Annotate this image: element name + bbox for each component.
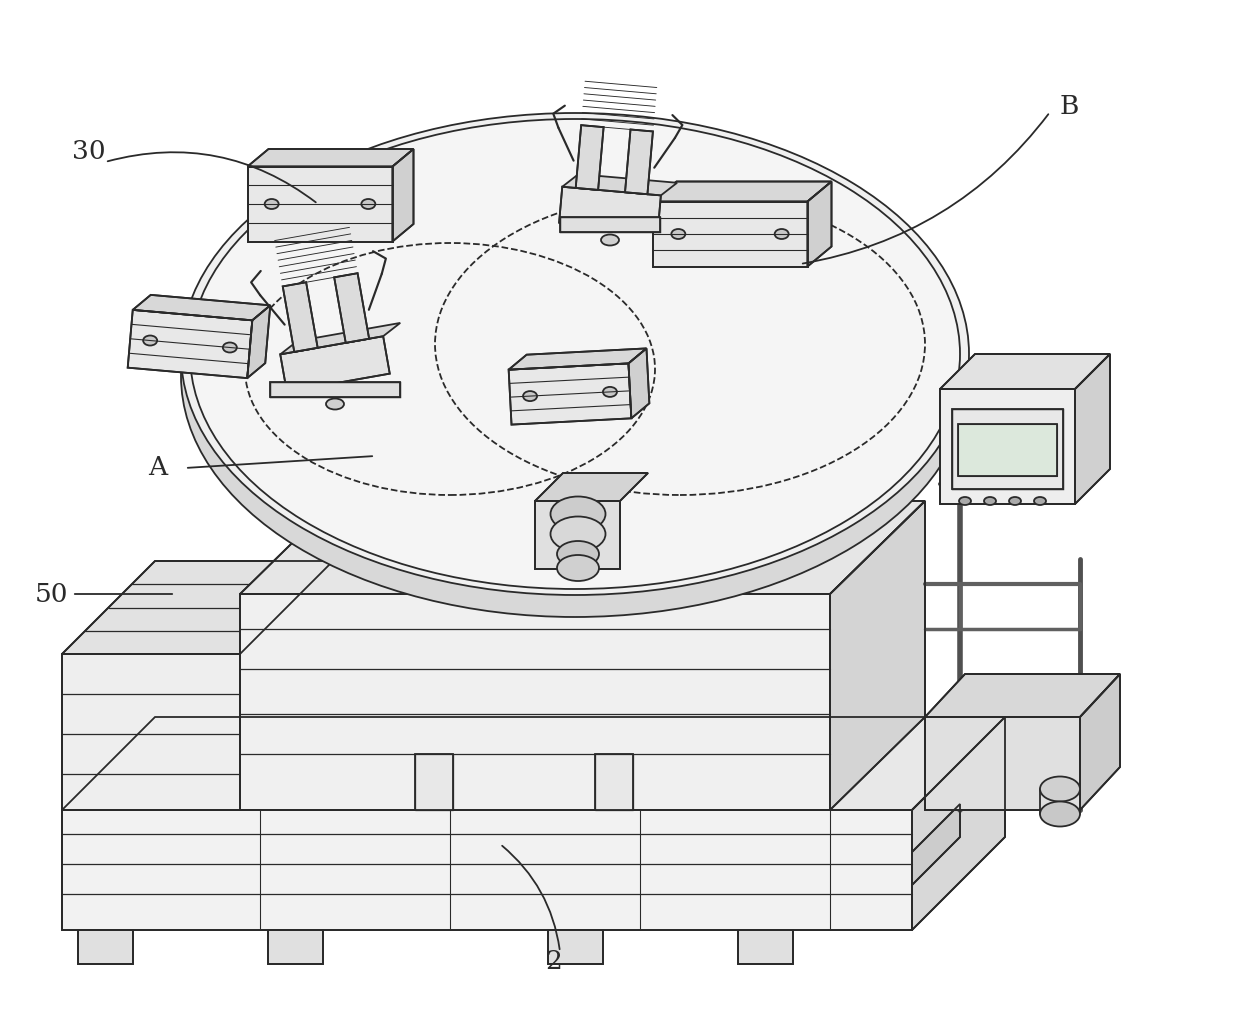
Ellipse shape [671,229,686,239]
Ellipse shape [523,391,537,401]
Polygon shape [62,561,334,654]
Polygon shape [128,310,252,378]
Polygon shape [241,501,925,594]
Ellipse shape [1040,802,1080,826]
Polygon shape [830,501,925,810]
Ellipse shape [181,135,968,617]
Polygon shape [270,382,401,397]
Polygon shape [959,424,1056,476]
Polygon shape [248,167,393,242]
Ellipse shape [1009,497,1021,505]
Polygon shape [62,717,1004,810]
Ellipse shape [557,555,599,581]
Polygon shape [415,754,453,810]
Ellipse shape [985,497,996,505]
Polygon shape [335,273,370,343]
Ellipse shape [1034,497,1047,505]
Polygon shape [625,129,653,195]
Polygon shape [559,186,661,231]
Polygon shape [280,336,389,392]
Ellipse shape [143,336,157,345]
Ellipse shape [551,497,605,531]
Polygon shape [940,389,1075,504]
Polygon shape [595,754,632,810]
Text: B: B [1060,94,1079,119]
Text: 50: 50 [35,582,68,607]
Polygon shape [548,930,603,964]
Polygon shape [78,930,133,964]
Polygon shape [62,810,911,930]
Polygon shape [1080,674,1120,810]
Polygon shape [133,295,270,321]
Polygon shape [393,150,413,242]
Text: 2: 2 [546,949,562,974]
Polygon shape [248,150,413,167]
Polygon shape [534,473,649,501]
Polygon shape [652,202,807,266]
Ellipse shape [1040,776,1080,802]
Polygon shape [738,930,794,964]
Text: 30: 30 [72,139,105,164]
Polygon shape [508,364,631,425]
Polygon shape [562,174,677,196]
Polygon shape [241,594,830,810]
Ellipse shape [603,387,618,397]
Ellipse shape [326,398,343,410]
Polygon shape [1075,354,1110,504]
Ellipse shape [223,342,237,352]
Ellipse shape [557,541,599,567]
Polygon shape [952,409,1063,489]
Polygon shape [508,348,646,370]
Polygon shape [911,717,1004,930]
Polygon shape [283,283,317,352]
Polygon shape [940,354,1110,389]
Polygon shape [62,654,241,810]
Polygon shape [629,348,650,419]
Ellipse shape [264,199,279,209]
Polygon shape [807,181,832,266]
Polygon shape [534,501,620,569]
Ellipse shape [181,113,968,595]
Polygon shape [575,125,604,189]
Ellipse shape [551,516,605,552]
Polygon shape [268,930,322,964]
Ellipse shape [601,234,619,246]
Polygon shape [247,305,270,378]
Polygon shape [560,217,660,232]
Polygon shape [280,323,401,354]
Ellipse shape [361,199,376,209]
Polygon shape [911,804,960,885]
Polygon shape [925,717,1080,810]
Text: A: A [148,455,167,480]
Ellipse shape [775,229,789,239]
Ellipse shape [190,119,960,589]
Polygon shape [652,181,832,202]
Polygon shape [925,674,1120,717]
Ellipse shape [959,497,971,505]
